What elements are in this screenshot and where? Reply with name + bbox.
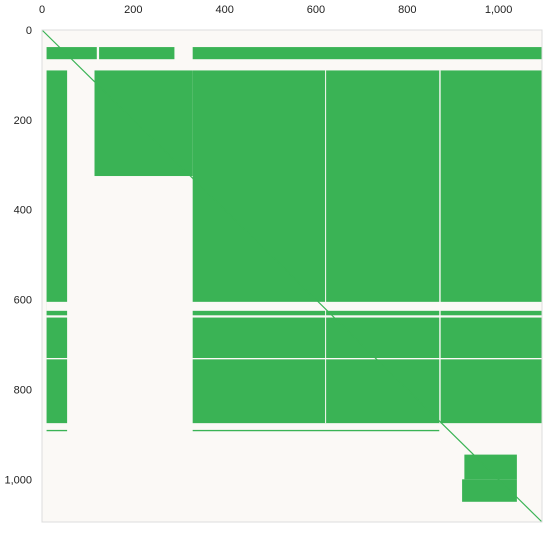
y-tick-label: 1,000	[4, 474, 32, 486]
x-tick-label: 600	[307, 4, 325, 16]
region-small-diag-block	[464, 454, 517, 480]
y-tick-label: 400	[14, 205, 32, 217]
edge-row-890	[46, 429, 68, 432]
x-tick-label: 800	[398, 4, 416, 16]
region-small-box	[462, 479, 517, 502]
x-axis-ticks: 0 200 400 600 800 1,000	[39, 4, 512, 16]
region-band-top-left	[46, 47, 97, 60]
y-tick-label: 800	[14, 384, 32, 396]
gap-row-2	[46, 358, 542, 360]
diagonal-entries	[41, 29, 543, 523]
region-main-block	[192, 70, 542, 424]
x-tick-label: 1,000	[485, 4, 513, 16]
region-band-top-mid	[99, 47, 175, 60]
region-left-column	[46, 70, 68, 424]
y-axis-ticks: 0 200 400 600 800 1,000	[4, 25, 32, 486]
gap-col-1	[439, 70, 441, 424]
diagonal-line	[41, 29, 543, 523]
region-band-top-right	[192, 47, 542, 60]
x-tick-label: 400	[215, 4, 233, 16]
y-tick-label: 200	[14, 115, 32, 127]
x-tick-label: 200	[124, 4, 142, 16]
gap-lines	[46, 70, 542, 424]
gap-row-0	[46, 301, 542, 311]
edge-row-890-right	[192, 429, 440, 432]
y-tick-label: 0	[26, 25, 32, 37]
y-tick-label: 600	[14, 295, 32, 307]
x-tick-label: 0	[39, 4, 45, 16]
gap-row-1	[46, 315, 542, 318]
region-upper-block	[94, 70, 193, 177]
filled-regions	[46, 47, 542, 502]
gap-col-0	[325, 70, 327, 424]
plot-frame	[41, 29, 543, 523]
